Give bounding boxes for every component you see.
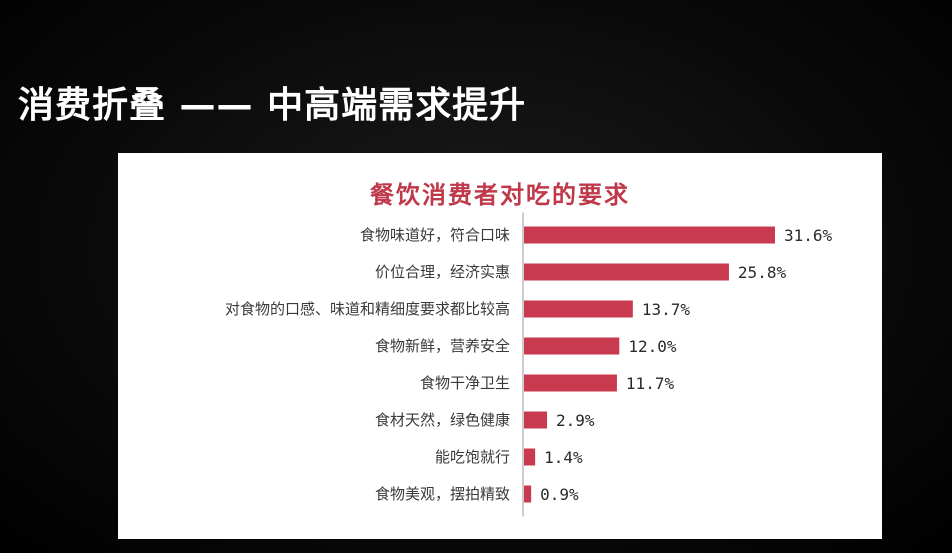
chart-panel: 餐饮消费者对吃的要求 食物味道好，符合口味 31.6% 价位合理，经济实惠 25.8%… (118, 153, 882, 539)
bar (524, 263, 729, 281)
value-label: 25.8% (738, 263, 787, 282)
category-label: 对食物的口感、味道和精细度要求都比较高 (225, 300, 510, 318)
bar (524, 448, 536, 466)
category-label: 食物味道好，符合口味 (360, 226, 510, 244)
category-label: 食材天然，绿色健康 (375, 411, 510, 429)
value-label: 31.6% (784, 226, 833, 245)
bar (524, 226, 775, 244)
value-label: 12.0% (628, 337, 677, 356)
value-label: 11.7% (626, 374, 675, 393)
bar (524, 300, 633, 318)
bar (524, 485, 532, 503)
slide-title: 消费折叠 —— 中高端需求提升 (18, 85, 527, 126)
bar (524, 374, 617, 392)
value-label: 13.7% (642, 300, 691, 319)
bar (524, 411, 548, 429)
category-label: 食物美观，摆拍精致 (375, 485, 510, 503)
category-label: 能吃饱就行 (435, 448, 510, 466)
chart-title: 餐饮消费者对吃的要求 (370, 181, 630, 209)
bar (524, 337, 620, 355)
category-label: 价位合理，经济实惠 (375, 263, 510, 281)
category-label: 食物新鲜，营养安全 (375, 337, 510, 355)
category-label: 食物干净卫生 (420, 374, 510, 392)
value-label: 1.4% (544, 448, 583, 467)
value-label: 2.9% (556, 411, 595, 430)
value-label: 0.9% (540, 485, 579, 504)
bar-chart: 食物味道好，符合口味 31.6% 价位合理，经济实惠 25.8% 对食物的口感、味道和精… (225, 212, 833, 517)
